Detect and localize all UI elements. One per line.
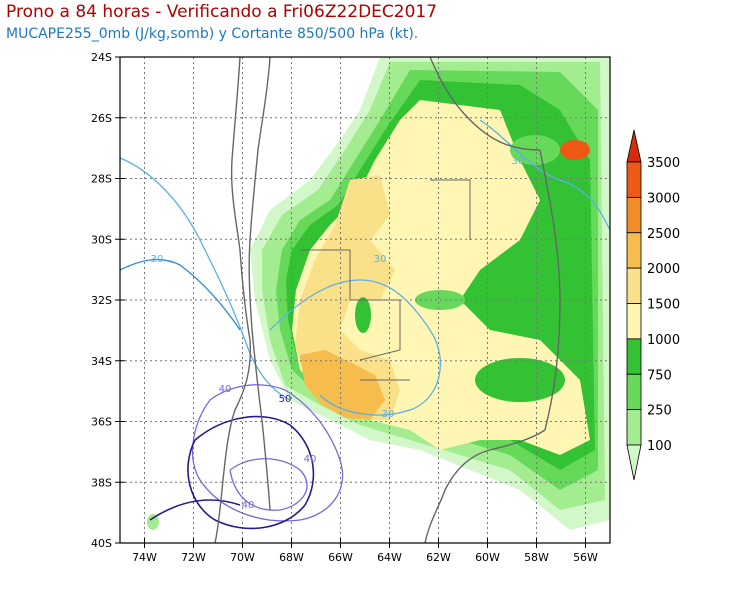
- map-title: Prono a 84 horas - Verificando a Fri06Z2…: [6, 2, 438, 22]
- shear-contour-50-south: [149, 499, 241, 521]
- colorbar-label: 1500: [647, 298, 680, 313]
- x-tick-label: 60W: [475, 551, 500, 564]
- shear-contour-label: 40: [219, 384, 232, 395]
- colorbar-box: [626, 267, 642, 304]
- x-tick-label: 74W: [132, 551, 157, 564]
- province-lines: [300, 179, 471, 381]
- x-tick-label: 56W: [573, 551, 598, 564]
- shear-contour-labels: 30 30 30 30 40 40 40 50: [151, 156, 525, 511]
- shear-contour-label: 30: [382, 409, 395, 420]
- x-tick-label: 64W: [377, 551, 402, 564]
- colorbar-box: [626, 161, 642, 198]
- x-tick-label: 70W: [230, 551, 255, 564]
- shear-contour-40-inner: [229, 458, 308, 511]
- y-tick-label: 34S: [91, 355, 112, 368]
- colorbar-label: 2000: [647, 262, 680, 277]
- colorbar-label: 1000: [647, 333, 680, 348]
- colorbar: 3500 3000 2500 2000 1500 1000 750 250 100: [626, 129, 680, 481]
- y-tick-label: 30S: [91, 233, 112, 246]
- colorbar-box: [626, 196, 642, 234]
- y-tick-label: 24S: [91, 51, 112, 64]
- colorbar-label: 3500: [647, 156, 680, 171]
- shear-contour-label: 30: [512, 156, 525, 167]
- colorbar-label: 3000: [647, 191, 680, 206]
- y-tick-label: 36S: [91, 416, 112, 429]
- y-axis: 24S 26S 28S 30S 32S 34S 36S 38S 40S: [91, 51, 125, 550]
- colorbar-label: 250: [647, 404, 672, 419]
- y-tick-label: 40S: [91, 537, 112, 550]
- y-tick-label: 28S: [91, 173, 112, 186]
- y-tick-label: 26S: [91, 112, 112, 125]
- colorbar-bottom-arrow: [626, 444, 642, 481]
- shear-contour-30-central: [269, 279, 442, 416]
- x-tick-label: 58W: [524, 551, 549, 564]
- colorbar-label: 100: [647, 439, 672, 454]
- shear-contour-label: 40: [242, 500, 255, 511]
- shear-contour-label: 50: [279, 394, 292, 405]
- cape-fill-layer: [147, 57, 610, 530]
- border-andes: [248, 57, 271, 511]
- y-tick-label: 38S: [91, 476, 112, 489]
- shear-contour-label: 40: [304, 454, 317, 465]
- shear-contour-40-southwest: [192, 384, 344, 522]
- cape-blob-sw: [147, 514, 159, 530]
- x-tick-label: 72W: [181, 551, 206, 564]
- colorbar-label: 750: [647, 368, 672, 383]
- colorbar-top-arrow: [626, 129, 642, 163]
- cape-blob-se: [475, 358, 565, 402]
- colorbar-box: [626, 373, 642, 411]
- shear-contour-30-west: [120, 157, 291, 401]
- shear-contour-label: 30: [151, 254, 164, 265]
- colorbar-box: [626, 338, 642, 375]
- coastline-layer: [214, 57, 561, 543]
- shear-contour-label: 30: [374, 254, 387, 265]
- colorbar-box: [626, 409, 642, 446]
- x-tick-label: 66W: [328, 551, 353, 564]
- cape-region-2500: [300, 350, 385, 420]
- cape-blob-far-ne: [560, 140, 590, 160]
- colorbar-box: [626, 303, 642, 340]
- border-east: [539, 149, 561, 431]
- border-north: [429, 57, 541, 151]
- shear-contour-30-east: [479, 119, 610, 231]
- y-tick-label: 32S: [91, 294, 112, 307]
- colorbar-box: [626, 232, 642, 269]
- cape-blob-central: [355, 297, 371, 333]
- shear-contour-30-northwest: [120, 258, 241, 331]
- colorbar-label: 2500: [647, 227, 680, 242]
- coastline-pacific: [214, 57, 252, 543]
- map-subtitle: MUCAPE255_0mb (J/kg,somb) y Cortante 850…: [6, 26, 419, 42]
- coastline-atlantic: [424, 429, 546, 543]
- x-tick-label: 62W: [426, 551, 451, 564]
- x-tick-label: 68W: [279, 551, 304, 564]
- x-axis: 74W 72W 70W 68W 66W 64W 62W 60W 58W 56W: [132, 538, 598, 564]
